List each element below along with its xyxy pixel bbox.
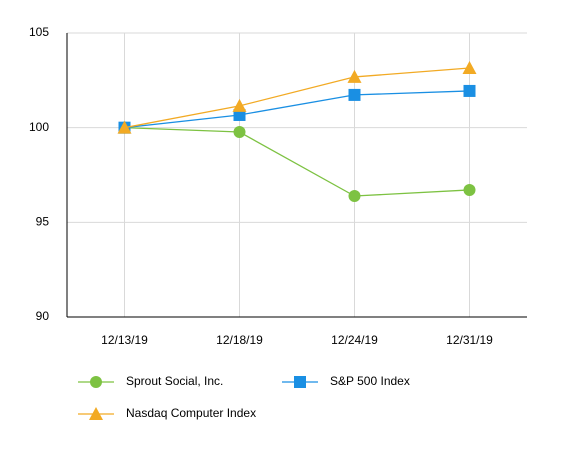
legend-label: Nasdaq Computer Index <box>126 406 256 420</box>
legend-marker <box>90 376 102 388</box>
y-tick-label: 100 <box>29 120 49 134</box>
y-tick-label: 105 <box>29 25 49 39</box>
marker <box>463 84 476 97</box>
x-tick-label: 12/24/19 <box>331 333 378 347</box>
legend-marker <box>89 407 103 420</box>
marker <box>348 190 361 203</box>
x-tick-label: 12/13/19 <box>101 333 148 347</box>
legend-label: S&P 500 Index <box>330 374 410 388</box>
marker <box>233 108 246 121</box>
marker <box>347 69 362 83</box>
marker <box>117 120 132 134</box>
x-tick-label: 12/18/19 <box>216 333 263 347</box>
marker <box>232 98 247 112</box>
series-line <box>124 90 470 129</box>
marker <box>348 88 361 101</box>
series-line <box>124 127 470 197</box>
marker <box>463 183 476 196</box>
y-tick-label: 90 <box>36 309 50 323</box>
series-line <box>124 67 470 129</box>
legend-marker <box>294 376 306 388</box>
marker <box>233 126 246 139</box>
y-tick-label: 95 <box>36 215 50 229</box>
x-tick-label: 12/31/19 <box>446 333 493 347</box>
marker <box>462 61 477 75</box>
legend-label: Sprout Social, Inc. <box>126 374 223 388</box>
